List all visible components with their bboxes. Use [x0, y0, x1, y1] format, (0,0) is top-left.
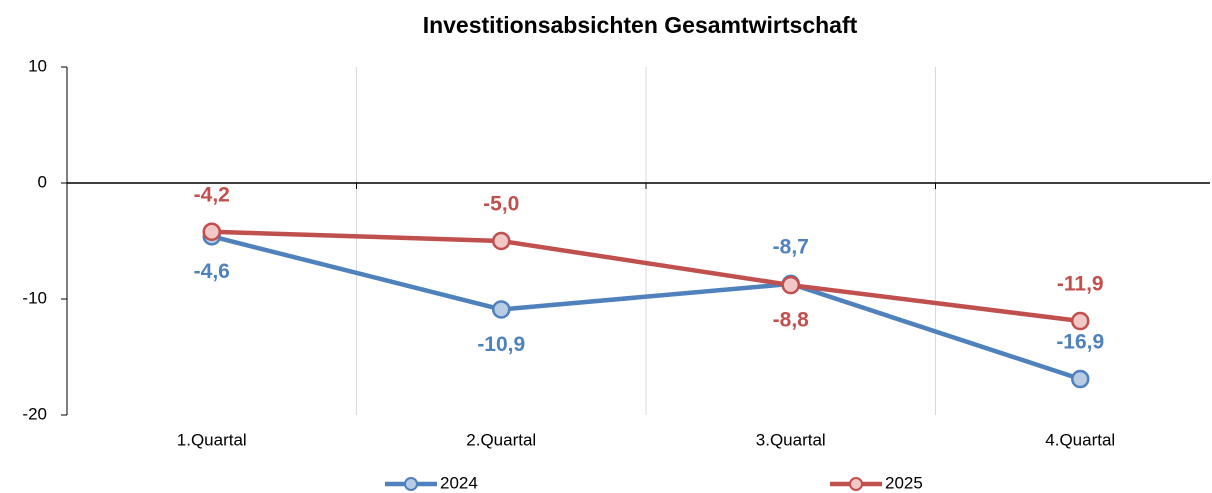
series-line — [211, 229, 1081, 324]
value-label: -16,9 — [1056, 331, 1104, 354]
y-tick-label: -10 — [22, 288, 47, 307]
value-label: -8,7 — [773, 235, 809, 258]
x-tick-label: 3.Quartal — [756, 430, 826, 449]
marker — [1071, 311, 1090, 331]
value-label: -8,8 — [773, 309, 810, 332]
chart-title: Investitionsabsichten Gesamtwirtschaft — [423, 12, 858, 38]
value-label: -5,0 — [483, 193, 519, 216]
legend-marker — [849, 477, 863, 491]
legend-label: 2024 — [440, 473, 478, 492]
x-tick-label: 4.Quartal — [1045, 430, 1115, 449]
value-label: -10,9 — [477, 333, 525, 356]
x-tick-label: 2.Quartal — [466, 430, 536, 449]
series-line — [211, 234, 1081, 382]
legend-marker — [404, 477, 418, 491]
y-tick-label: 10 — [28, 56, 47, 75]
marker — [781, 275, 800, 295]
y-tick-label: 0 — [38, 172, 47, 191]
marker — [1071, 369, 1090, 389]
y-tick-label: -20 — [22, 404, 47, 423]
marker — [202, 222, 221, 241]
marker — [492, 300, 511, 319]
value-label: -11,9 — [1057, 273, 1104, 296]
marker — [492, 231, 511, 251]
value-label: -4,6 — [194, 260, 230, 283]
legend-label: 2025 — [885, 473, 923, 492]
x-tick-label: 1.Quartal — [177, 430, 247, 449]
value-label: -4,2 — [194, 183, 230, 206]
